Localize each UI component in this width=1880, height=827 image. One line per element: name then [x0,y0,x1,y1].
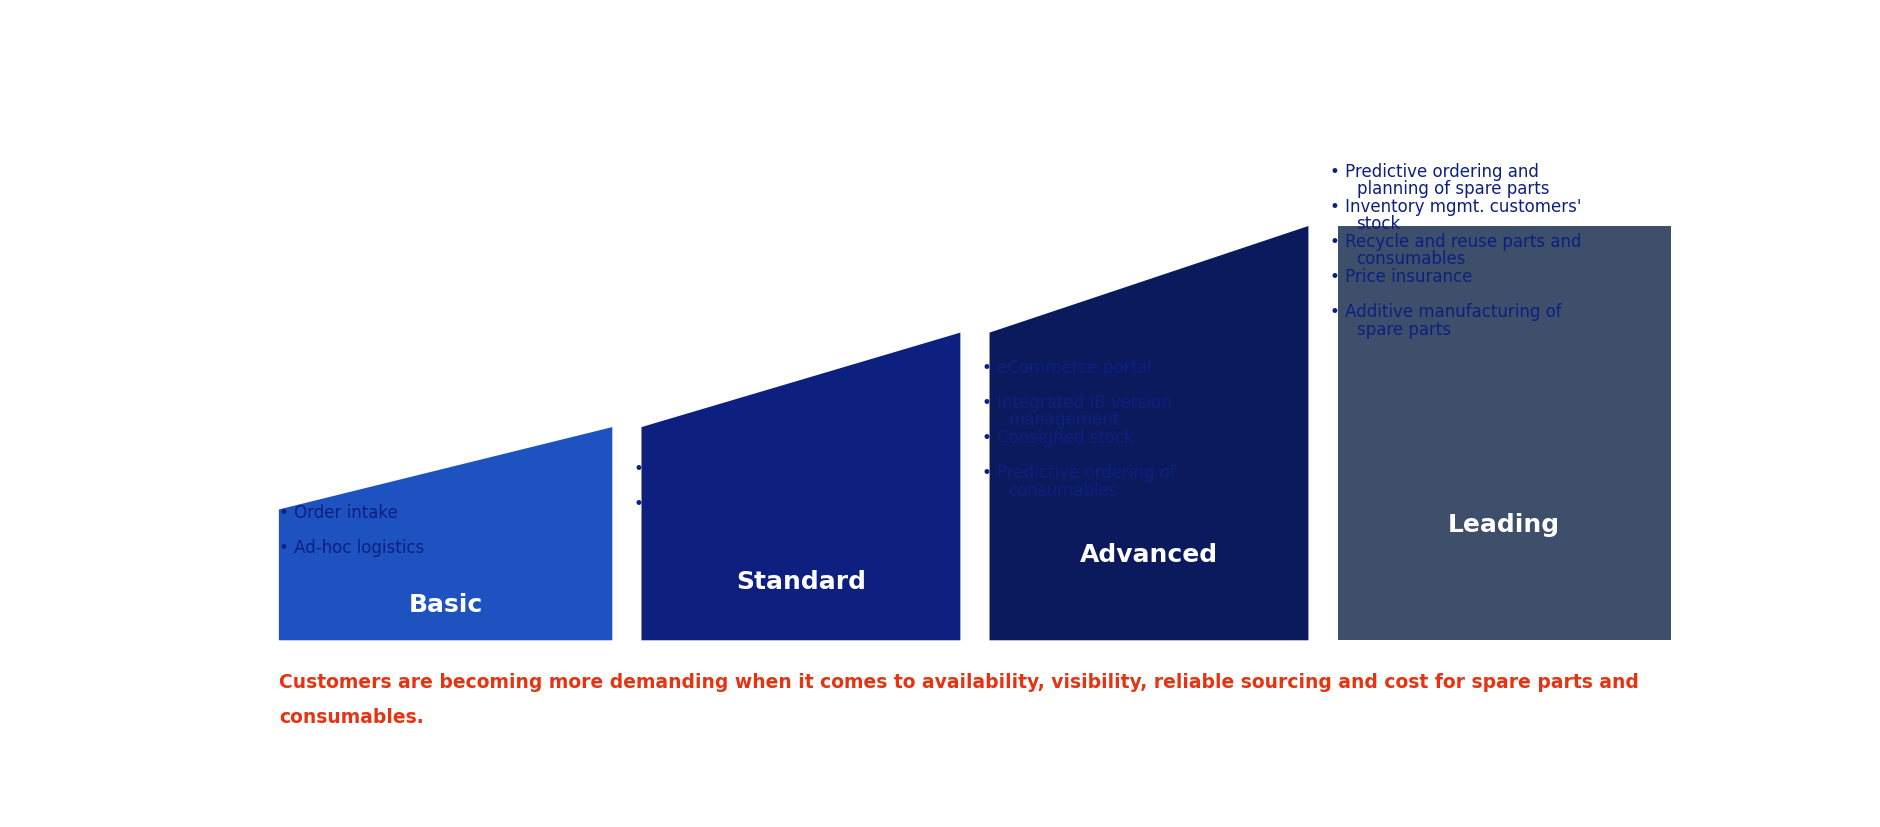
Text: consumables: consumables [1355,250,1465,268]
Polygon shape [1337,227,1669,641]
Text: • Recycle and reuse parts and: • Recycle and reuse parts and [1329,233,1581,251]
Text: • Spare parts included in: • Spare parts included in [634,495,840,513]
Text: stock: stock [1355,215,1401,233]
Text: • Integrated IB version: • Integrated IB version [981,394,1171,412]
Text: • SLA with shorter delivery: • SLA with shorter delivery [634,460,857,477]
Text: spare parts: spare parts [1355,320,1449,338]
Text: Customers are becoming more demanding when it comes to availability, visibility,: Customers are becoming more demanding wh… [278,672,1637,691]
Text: • eCommerce portal: • eCommerce portal [981,359,1151,376]
Text: consumables.: consumables. [278,707,423,726]
Text: Leading: Leading [1448,513,1560,537]
Text: • Ad-hoc logistics: • Ad-hoc logistics [278,538,423,557]
Text: Advanced: Advanced [1079,543,1218,566]
Polygon shape [278,428,613,641]
Polygon shape [641,333,961,641]
Text: • Predictive ordering of: • Predictive ordering of [981,464,1175,481]
Text: Basic: Basic [408,592,483,616]
Text: • Price insurance: • Price insurance [1329,268,1472,286]
Text: consumables: consumables [1008,481,1117,499]
Text: • Inventory mgmt. customers': • Inventory mgmt. customers' [1329,198,1581,216]
Text: service contracts: service contracts [660,512,803,529]
Text: planning of spare parts: planning of spare parts [1355,180,1549,198]
Text: • Consigned stock: • Consigned stock [981,428,1134,447]
Text: management: management [1008,411,1119,429]
Text: • Predictive ordering and: • Predictive ordering and [1329,163,1538,181]
Polygon shape [989,227,1308,641]
Text: Standard: Standard [735,569,865,593]
Text: times: times [660,476,707,495]
Text: • Order intake: • Order intake [278,504,397,522]
Text: • Additive manufacturing of: • Additive manufacturing of [1329,303,1560,321]
